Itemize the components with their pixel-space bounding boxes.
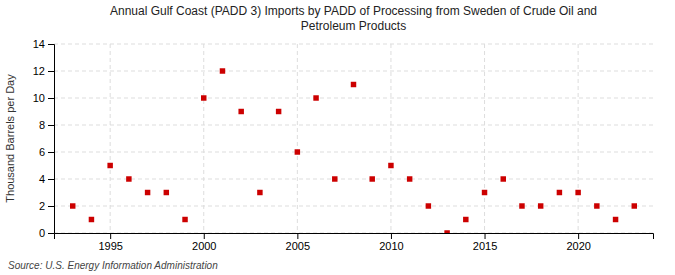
y-tick-label: 2 — [39, 200, 45, 212]
point — [482, 190, 487, 195]
x-tick: 2005 — [286, 233, 310, 252]
y-tick-mark — [48, 179, 54, 180]
x-tick-label: 2005 — [286, 240, 310, 252]
point — [501, 176, 506, 181]
point — [575, 190, 580, 195]
x-axis-line — [55, 234, 654, 240]
point — [145, 190, 150, 195]
point — [295, 149, 300, 154]
x-tick: 2020 — [566, 233, 590, 252]
x-tick-label: 1995 — [98, 240, 122, 252]
point — [407, 176, 412, 181]
title-line: Annual Gulf Coast (PADD 3) Imports by PA… — [110, 4, 597, 18]
grid-line-y — [54, 179, 653, 180]
y-tick: 2 — [39, 200, 54, 212]
grid-line-y — [54, 44, 653, 45]
y-tick-mark — [48, 98, 54, 99]
x-tick: 2010 — [379, 233, 403, 252]
y-tick-mark — [48, 44, 54, 45]
y-tick: 10 — [33, 92, 54, 104]
point — [313, 95, 318, 100]
x-tick-label: 2020 — [566, 240, 590, 252]
y-tick-label: 12 — [33, 65, 45, 77]
grid-line-x — [297, 44, 298, 233]
y-axis-title: Thousand Barrels per Day — [4, 74, 16, 203]
x-tick: 2015 — [473, 233, 497, 252]
y-tick-mark — [48, 233, 54, 234]
point — [351, 82, 356, 87]
point — [257, 190, 262, 195]
y-tick-mark — [48, 206, 54, 207]
x-tick: 1995 — [98, 233, 122, 252]
source: Source: U.S. Energy Information Administ… — [8, 260, 218, 271]
x-tick-mark — [110, 233, 111, 239]
y-tick: 6 — [39, 146, 54, 158]
x-tick-mark — [204, 233, 205, 239]
title-line: Petroleum Products — [301, 19, 406, 33]
x-tick: 2000 — [192, 233, 216, 252]
grid-line-x — [484, 44, 485, 233]
point — [201, 95, 206, 100]
point — [557, 190, 562, 195]
point — [594, 203, 599, 208]
grid-line-y — [54, 71, 653, 72]
y-tick-label: 6 — [39, 146, 45, 158]
x-tick-label: 2000 — [192, 240, 216, 252]
grid-line-x — [110, 44, 111, 233]
y-tick-mark — [48, 125, 54, 126]
point — [238, 109, 243, 114]
points — [70, 68, 637, 233]
point — [538, 203, 543, 208]
point — [388, 163, 393, 168]
point — [182, 217, 187, 222]
point — [164, 190, 169, 195]
y-tick-mark — [48, 152, 54, 153]
y-tick-label: 8 — [39, 119, 45, 131]
y-tick: 0 — [39, 227, 54, 239]
title: Annual Gulf Coast (PADD 3) Imports by PA… — [110, 4, 597, 33]
point — [426, 203, 431, 208]
point — [220, 68, 225, 73]
point — [632, 203, 637, 208]
y-tick-mark — [48, 71, 54, 72]
point — [369, 176, 374, 181]
x-axis: 1995 2000 2005 2010 2015 2020 — [55, 233, 654, 252]
y-axis: 0 2 4 6 8 10 12 14 — [33, 38, 55, 239]
y-tick-label: 10 — [33, 92, 45, 104]
grid-line-x — [390, 44, 391, 233]
grid-line-y — [54, 152, 653, 153]
point — [519, 203, 524, 208]
grid-line-y — [54, 125, 653, 126]
point — [89, 217, 94, 222]
point — [332, 176, 337, 181]
y-tick-label: 4 — [39, 173, 45, 185]
y-tick-label: 14 — [33, 38, 45, 50]
point — [463, 217, 468, 222]
plot: 1995 2000 2005 2010 2015 2020 0 2 4 6 8 10 12 14 — [33, 38, 654, 252]
grid-line-y — [54, 206, 653, 207]
grid-line-y — [54, 98, 653, 99]
y-tick-label: 0 — [39, 227, 45, 239]
point — [613, 217, 618, 222]
x-tick-label: 2015 — [473, 240, 497, 252]
grid-line-x — [203, 44, 204, 233]
y-tick: 14 — [33, 38, 54, 50]
point — [70, 203, 75, 208]
point — [126, 176, 131, 181]
x-tick-mark — [391, 233, 392, 239]
x-tick-mark — [578, 233, 579, 239]
x-tick-mark — [485, 233, 486, 239]
x-tick-mark — [297, 233, 298, 239]
point — [444, 230, 449, 233]
grid — [54, 44, 653, 233]
grid-line-x — [578, 44, 579, 233]
y-tick: 12 — [33, 65, 54, 77]
point — [276, 109, 281, 114]
y-axis-line — [48, 45, 55, 234]
x-tick-label: 2010 — [379, 240, 403, 252]
y-tick: 8 — [39, 119, 54, 131]
chart: 1995 2000 2005 2010 2015 2020 0 2 4 6 8 10 12 14 Thous… — [0, 0, 675, 275]
point — [107, 163, 112, 168]
y-tick: 4 — [39, 173, 54, 185]
